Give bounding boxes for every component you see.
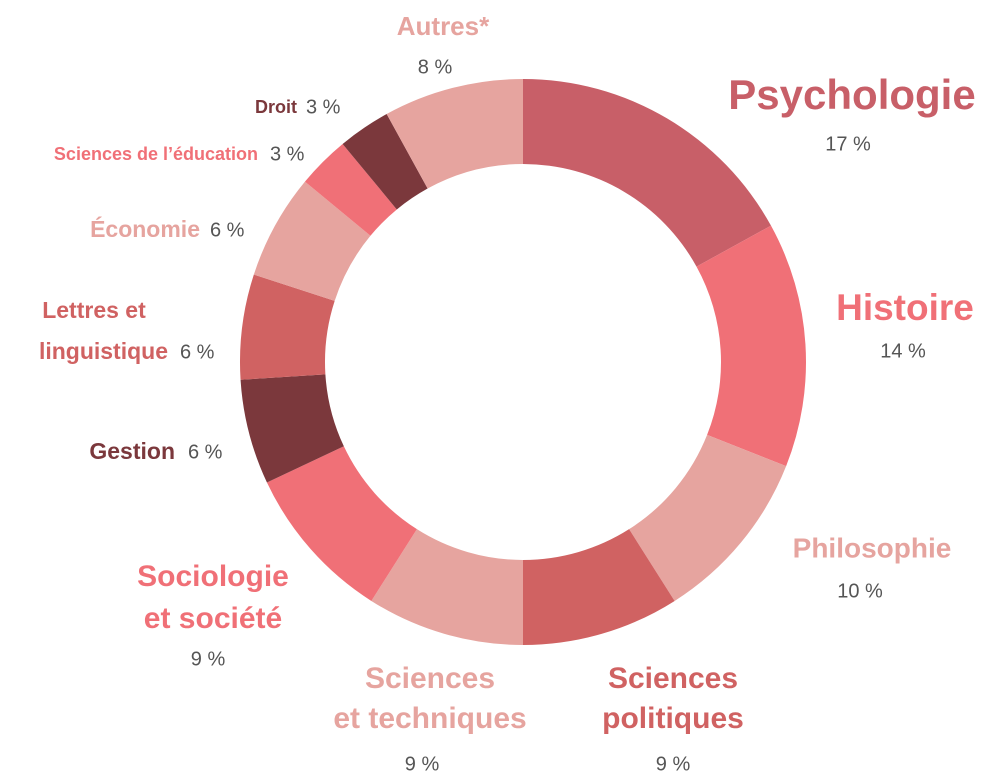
category-label: Économie bbox=[90, 215, 200, 242]
value-label: 9 % bbox=[405, 753, 440, 775]
category-label: Sciences de l’éducation bbox=[54, 144, 258, 164]
category-label: Histoire bbox=[836, 287, 974, 328]
donut-slice bbox=[342, 114, 428, 210]
value-label: 8 % bbox=[418, 56, 453, 78]
donut-slice bbox=[386, 79, 523, 189]
value-label: 6 % bbox=[180, 341, 215, 363]
category-label: Lettres et bbox=[42, 297, 146, 323]
value-label: 3 % bbox=[270, 143, 305, 165]
donut-slice bbox=[266, 446, 417, 601]
category-label: Gestion bbox=[89, 438, 175, 464]
value-label: 14 % bbox=[880, 340, 926, 362]
donut-slice bbox=[371, 529, 523, 645]
value-label: 10 % bbox=[837, 580, 883, 602]
category-label: et société bbox=[144, 602, 282, 635]
category-label: Sciences bbox=[365, 662, 495, 695]
donut-slice bbox=[253, 181, 371, 301]
category-label: politiques bbox=[602, 702, 744, 735]
donut-slice bbox=[523, 79, 771, 267]
value-label: 9 % bbox=[656, 753, 691, 775]
donut-slice bbox=[629, 434, 787, 601]
category-label: Philosophie bbox=[793, 532, 952, 563]
donut-slice bbox=[304, 143, 397, 236]
donut-slice bbox=[523, 529, 675, 645]
donut-slice bbox=[240, 274, 335, 380]
category-label: Sciences bbox=[608, 662, 738, 695]
category-label: linguistique bbox=[39, 338, 168, 364]
category-label: Autres* bbox=[397, 11, 490, 41]
donut-slice bbox=[696, 225, 806, 467]
category-label: Droit bbox=[255, 97, 297, 117]
donut-slice bbox=[240, 374, 344, 483]
value-label: 17 % bbox=[825, 133, 871, 155]
category-label: Psychologie bbox=[728, 71, 975, 118]
category-label: Sociologie bbox=[137, 560, 289, 593]
category-label: et techniques bbox=[333, 702, 526, 735]
value-label: 9 % bbox=[191, 648, 226, 670]
value-label: 6 % bbox=[188, 441, 223, 463]
value-label: 3 % bbox=[306, 96, 341, 118]
value-label: 6 % bbox=[210, 219, 245, 241]
